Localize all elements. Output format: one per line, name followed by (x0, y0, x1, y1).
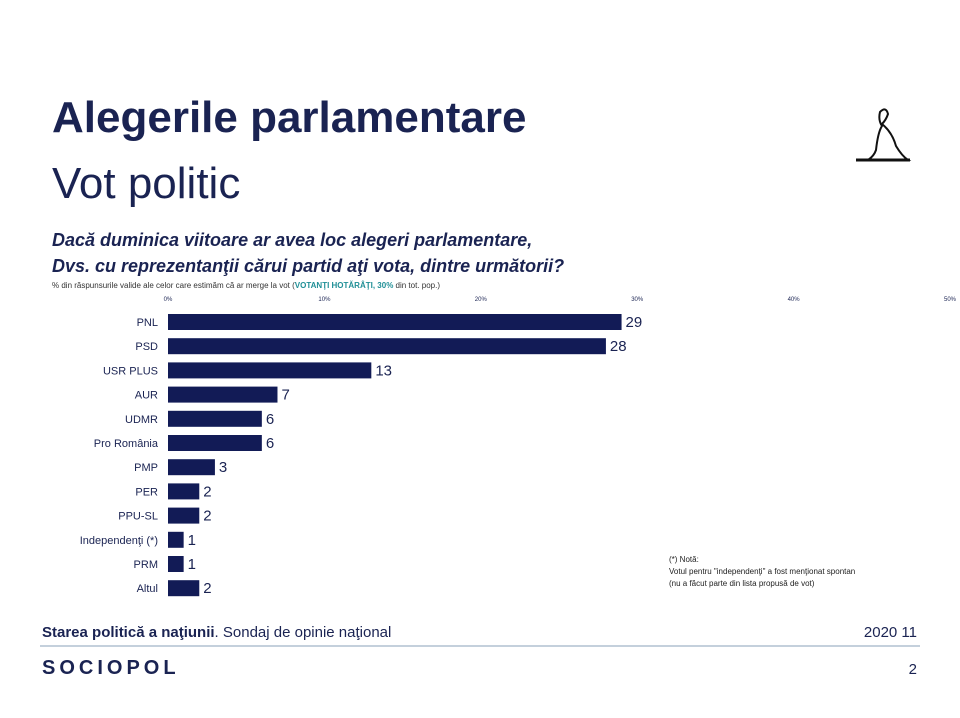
bar (168, 314, 622, 330)
bar (168, 459, 215, 476)
x-tick-label: 50% (944, 297, 957, 303)
y-tick-label: PER (135, 486, 158, 498)
y-tick-label: Independenţi (*) (80, 535, 158, 547)
x-tick-label: 30% (631, 297, 644, 303)
bar (168, 386, 278, 403)
footnote: (*) Notă: (669, 555, 699, 564)
y-tick-label: PRM (134, 559, 158, 571)
y-tick-label: UDMR (125, 414, 158, 426)
x-tick-label: 20% (475, 297, 488, 303)
bar (168, 556, 184, 572)
bar (168, 338, 606, 355)
data-label: 6 (266, 411, 274, 428)
y-tick-label: Pro România (94, 438, 159, 450)
bar (168, 362, 372, 379)
y-tick-label: PMP (134, 462, 158, 474)
bar (168, 531, 184, 548)
x-tick-label: 40% (788, 297, 801, 303)
y-tick-label: PSD (135, 341, 158, 353)
data-label: 2 (203, 508, 211, 525)
y-tick-label: PNL (137, 317, 158, 329)
date: 2020 11 (864, 624, 917, 641)
slide-subtitle: Vot politic (52, 159, 240, 208)
chart-title: Dacă duminica viitoare ar avea loc alege… (52, 230, 532, 250)
data-label: 1 (188, 532, 196, 549)
x-tick-label: 10% (318, 297, 331, 303)
source-bold: Starea politică a naţiunii (42, 624, 215, 641)
y-tick-label: PPU-SL (118, 511, 158, 523)
footnote: (nu a făcut parte din lista propusă de v… (669, 579, 815, 588)
logo (856, 108, 912, 162)
data-label: 2 (203, 483, 211, 500)
subtitle-highlight: VOTANŢI HOTĂRÂŢI, 30% (295, 281, 394, 290)
data-label: 13 (375, 362, 392, 379)
data-label: 6 (266, 435, 274, 452)
chart-subtitle: % din răspunsurile valide ale celor care… (52, 281, 440, 290)
data-label: 7 (281, 387, 289, 404)
data-label: 2 (203, 580, 211, 597)
subtitle-part: % din răspunsurile valide ale celor care… (52, 281, 295, 290)
data-label: 3 (219, 459, 227, 476)
bar (168, 580, 200, 597)
source: Starea politică a naţiunii. Sondaj de op… (42, 624, 391, 641)
bar (168, 507, 200, 524)
bar (168, 435, 262, 451)
bar (168, 483, 200, 500)
subtitle-part: din tot. pop.) (393, 281, 440, 290)
footnote: Votul pentru "independenţi" a fost menţi… (669, 567, 855, 576)
y-tick-label: USR PLUS (103, 365, 158, 377)
chart-title: Dvs. cu reprezentanţii cărui partid aţi … (52, 256, 564, 276)
source-rest: . Sondaj de opinie naţional (215, 624, 392, 641)
data-label: 28 (610, 338, 627, 355)
x-tick-label: 0% (164, 297, 173, 303)
brand: SOCIOPOL (42, 657, 180, 679)
data-label: 1 (188, 556, 196, 573)
y-tick-label: Altul (137, 583, 158, 595)
slide-title: Alegerile parlamentare (52, 93, 526, 142)
y-tick-label: AUR (135, 390, 158, 402)
bar (168, 410, 262, 427)
page-number: 2 (909, 661, 917, 678)
data-label: 29 (626, 314, 643, 331)
